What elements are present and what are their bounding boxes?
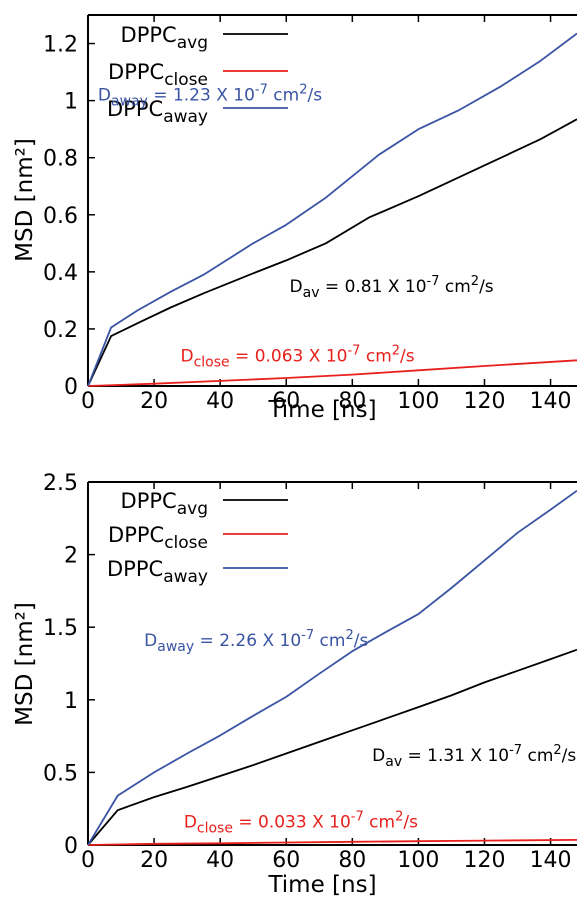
diffusion-annotation-away: Daway = 1.23 X 10-7 cm2/s <box>98 83 322 110</box>
y-tick-label: 2 <box>64 544 78 569</box>
y-tick-label: 0 <box>64 834 78 859</box>
series-line-away <box>87 32 577 387</box>
series-line-avg <box>87 118 577 387</box>
legend-entry-avg: DPPCavg <box>121 23 208 53</box>
legend-entry-close: DPPCclose <box>108 523 208 553</box>
x-axis-label: Time [ns] <box>267 397 376 423</box>
diffusion-annotation-close: Dclose = 0.033 X 10-7 cm2/s <box>184 810 418 837</box>
diffusion-annotation-av: Dav = 1.31 X 10-7 cm2/s <box>372 743 576 770</box>
x-tick-label: 0 <box>81 389 95 414</box>
x-tick-label: 120 <box>463 389 505 414</box>
y-tick-label: 1.5 <box>43 616 78 641</box>
y-tick-label: 0.6 <box>43 204 78 229</box>
x-tick-label: 100 <box>397 389 439 414</box>
x-tick-label: 80 <box>338 389 366 414</box>
x-tick-label: 20 <box>140 389 168 414</box>
x-tick-label: 40 <box>206 848 234 873</box>
series-line-close <box>87 359 577 387</box>
x-tick-label: 80 <box>338 848 366 873</box>
x-tick-label: 140 <box>530 848 572 873</box>
series-line-avg <box>87 648 577 846</box>
x-tick-label: 120 <box>463 848 505 873</box>
diffusion-annotation-away: Daway = 2.26 X 10-7 cm2/s <box>144 628 368 655</box>
y-tick-label: 1.2 <box>43 33 78 58</box>
y-tick-label: 2.5 <box>43 471 78 496</box>
y-tick-label: 0.2 <box>43 318 78 343</box>
legend-entry-away: DPPCaway <box>107 557 208 587</box>
msd-panel-top: 0 20 40 60 80 100 120 140 0 0.2 0.4 0.6 0.8 1 1.2 Time … <box>12 14 577 423</box>
series-line-away <box>87 489 577 846</box>
x-tick-label: 20 <box>140 848 168 873</box>
y-tick-label: 0 <box>64 375 78 400</box>
y-tick-label: 0.4 <box>43 261 78 286</box>
msd-panel-bottom: 0 20 40 60 80 100 120 140 0 0.5 1 1.5 2 2.5 Time [ns] M… <box>12 471 577 898</box>
legend-entry-avg: DPPCavg <box>121 489 208 519</box>
x-axis-label: Time [ns] <box>267 872 376 898</box>
y-tick-label: 1 <box>64 689 78 714</box>
y-tick-label: 0.8 <box>43 147 78 172</box>
diffusion-annotation-av: Dav = 0.81 X 10-7 cm2/s <box>290 274 494 301</box>
x-tick-label: 100 <box>397 848 439 873</box>
y-axis-label: MSD [nm²] <box>12 138 38 262</box>
x-tick-label: 60 <box>272 389 300 414</box>
series-line-close <box>87 839 577 846</box>
x-tick-label: 0 <box>81 848 95 873</box>
y-tick-label: 1 <box>64 90 78 115</box>
diffusion-annotation-close: Dclose = 0.063 X 10-7 cm2/s <box>181 344 415 371</box>
y-axis-label: MSD [nm²] <box>12 602 38 726</box>
x-tick-label: 40 <box>206 389 234 414</box>
y-tick-label: 0.5 <box>43 761 78 786</box>
x-tick-label: 60 <box>272 848 300 873</box>
x-tick-label: 140 <box>530 389 572 414</box>
